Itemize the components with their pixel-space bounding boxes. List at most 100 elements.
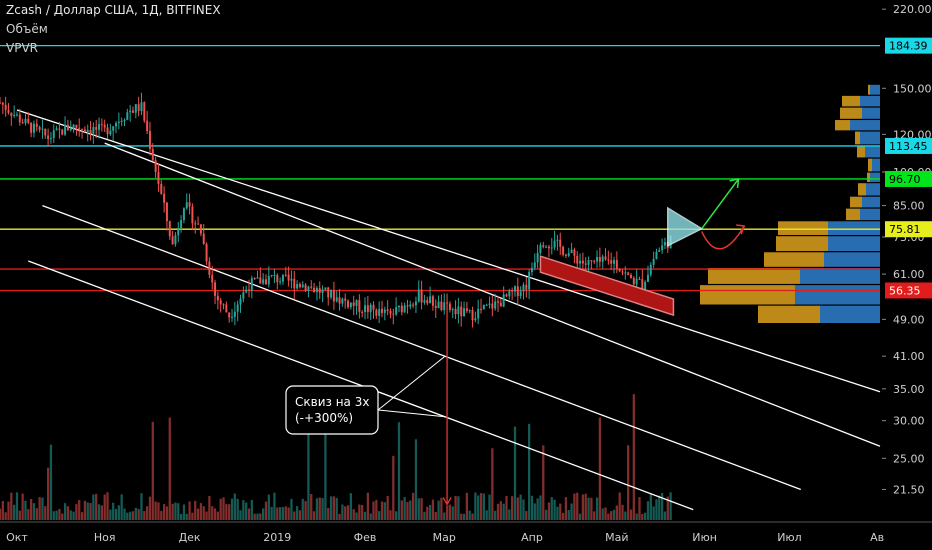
candle-body <box>236 304 239 312</box>
candle-body <box>644 281 647 290</box>
volume-bar <box>222 497 225 520</box>
candle-body <box>185 202 188 209</box>
volume-bar <box>389 510 392 520</box>
volume-bar <box>154 501 157 520</box>
volume-bar <box>508 509 511 520</box>
volume-bar <box>601 508 604 520</box>
volume-bar <box>267 494 270 520</box>
volume-bar <box>61 513 64 520</box>
candle-body <box>522 284 525 292</box>
candle-body <box>24 118 27 124</box>
volume-bar <box>409 500 412 520</box>
volume-bar <box>380 501 384 520</box>
candle-body <box>287 274 290 281</box>
candle-body <box>199 224 202 234</box>
volume-bar <box>536 498 539 520</box>
candle-body <box>403 305 406 313</box>
volume-bar <box>445 505 449 520</box>
volume-bar <box>18 510 21 520</box>
candle-body <box>137 104 140 112</box>
volume-bar <box>474 492 477 520</box>
candle-body <box>480 308 483 310</box>
volume-profile-down-segment <box>840 107 862 119</box>
candle-body <box>100 124 103 126</box>
candle-body <box>205 243 208 262</box>
bullish-arrow <box>701 178 740 230</box>
volume-bar <box>75 504 78 520</box>
volume-bar <box>95 493 98 520</box>
candle-body <box>505 294 508 297</box>
candle-body <box>106 127 109 135</box>
vpvr-indicator-label[interactable]: VPVR <box>6 41 38 55</box>
candle-body <box>304 284 307 292</box>
candle-body <box>468 310 471 312</box>
candlesticks <box>0 92 672 328</box>
candle-body <box>471 310 474 321</box>
candle-body <box>222 304 225 306</box>
volume-bar <box>211 506 214 520</box>
candle-body <box>414 301 417 306</box>
price-axis-label: 21.50 <box>893 483 925 496</box>
candle-body <box>81 129 84 131</box>
candle-body <box>395 307 398 315</box>
candle-body <box>383 309 386 313</box>
candle-body <box>83 129 86 132</box>
volume-profile-up-segment <box>860 208 880 221</box>
volume-bar <box>245 502 248 520</box>
volume-bar <box>1 501 4 520</box>
volume-bar <box>310 493 313 520</box>
candle-body <box>191 206 194 224</box>
candle-body <box>431 296 434 306</box>
time-axis[interactable]: Окт Ноя Дек 2019 Фев Мар Апр Май Июн Июл Ав <box>0 521 932 550</box>
volume-bar <box>542 445 545 520</box>
volume-bar <box>293 511 296 520</box>
candle-body <box>511 290 514 292</box>
candle-body <box>613 260 616 264</box>
price-axis[interactable]: 220.00150.00120.00100.0085.0073.0061.004… <box>882 0 932 550</box>
volume-bar <box>236 498 239 520</box>
volume-bar <box>35 508 38 520</box>
volume-bar <box>511 496 514 520</box>
candle-body <box>378 308 381 316</box>
candle-body <box>502 294 505 307</box>
channel-line <box>42 204 801 491</box>
price-level-tag <box>885 221 932 238</box>
candle-body <box>58 128 61 130</box>
candle-body <box>426 300 429 304</box>
candle-body <box>369 304 372 313</box>
volume-bar <box>55 510 58 520</box>
candle-body <box>429 296 432 304</box>
volume-indicator-label[interactable]: Объём <box>6 22 48 36</box>
candle-body <box>545 246 548 248</box>
candle-body <box>624 272 627 274</box>
price-level-tag <box>885 282 932 299</box>
candle-body <box>4 104 7 110</box>
candle-body <box>239 298 242 305</box>
candle-body <box>296 283 299 289</box>
candle-body <box>103 124 106 128</box>
candle-body <box>344 298 347 301</box>
volume-bar <box>117 505 120 520</box>
candle-body <box>579 260 582 264</box>
volume-bar <box>369 513 372 520</box>
candle-body <box>547 246 550 249</box>
volume-bar <box>559 503 562 520</box>
candle-body <box>615 260 618 269</box>
price-level-tag-label: 56.35 <box>889 284 921 297</box>
volume-profile-up-segment <box>862 107 880 119</box>
candle-body <box>327 287 330 298</box>
price-axis-label: 61.00 <box>893 268 925 281</box>
volume-bar <box>27 509 30 520</box>
volume-bar <box>143 511 146 520</box>
volume-bar <box>194 500 197 520</box>
volume-bar <box>250 500 253 520</box>
volume-bar <box>366 492 369 520</box>
volume-bar <box>332 496 336 520</box>
candle-body <box>313 287 316 293</box>
candle-body <box>117 121 120 124</box>
squeeze-marker-head <box>442 497 452 506</box>
volume-bar <box>496 503 500 520</box>
candle-body <box>587 260 590 265</box>
volume-bar <box>29 499 33 520</box>
